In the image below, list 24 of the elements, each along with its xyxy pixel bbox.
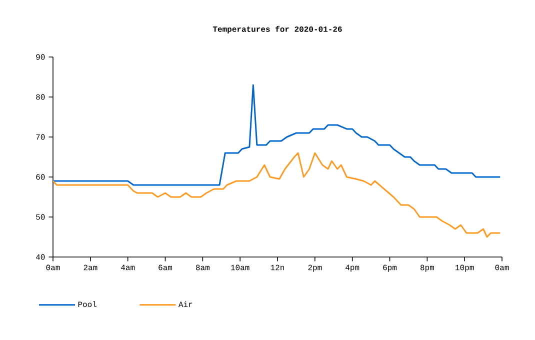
- x-tick-label: 2pm: [308, 264, 322, 272]
- line-series: [53, 84, 501, 186]
- x-tick-label: 0am: [46, 264, 60, 270]
- y-tick-label: 70: [36, 134, 45, 140]
- y-tick-label: 40: [36, 254, 45, 260]
- x-tick-label: 10am: [231, 264, 250, 270]
- line-series: [53, 152, 501, 238]
- x-tick-label: 4pm: [346, 264, 360, 272]
- y-tick-label: 90: [36, 54, 45, 60]
- x-tick-label: 8pm: [420, 264, 434, 272]
- x-tick-label: 12n: [270, 264, 284, 270]
- y-tick-label: 80: [36, 94, 45, 100]
- x-tick-label: 6pm: [383, 264, 397, 272]
- x-tick-label: 8am: [196, 264, 210, 270]
- y-tick-label: 50: [36, 214, 45, 220]
- legend-label: Air: [178, 301, 192, 307]
- chart-title: Temperatures for 2020-01-26: [212, 26, 342, 34]
- x-tick-label: 6am: [158, 264, 172, 270]
- x-tick-label: 2am: [84, 264, 98, 270]
- legend-label: Pool: [78, 301, 97, 308]
- y-tick-label: 60: [36, 174, 45, 180]
- x-tick-label: 10pm: [456, 264, 474, 272]
- x-tick-label: 0am: [495, 264, 509, 270]
- x-tick-label: 4am: [121, 264, 135, 270]
